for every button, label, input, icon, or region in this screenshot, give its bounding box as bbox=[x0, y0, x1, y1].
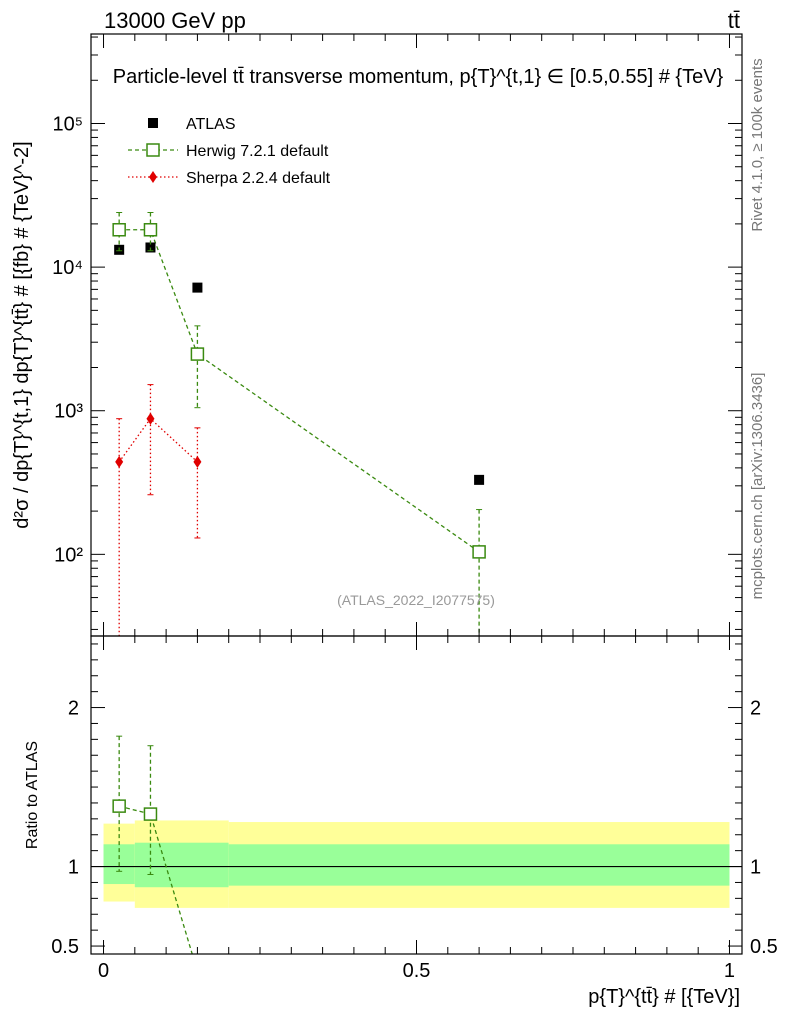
ratio-ytick-label-right: 2 bbox=[750, 698, 761, 720]
ratio-herwig-point bbox=[143, 807, 158, 821]
ratio-series-layer bbox=[112, 735, 193, 954]
legend: ATLAS Herwig 7.2.1 default Sherpa 2.2.4 … bbox=[128, 116, 331, 187]
legend-herwig-label: Herwig 7.2.1 default bbox=[186, 143, 329, 160]
ratio-ytick-label-right: 0.5 bbox=[750, 936, 778, 958]
main-ytick-label: 10³ bbox=[54, 401, 83, 423]
atlas-point bbox=[474, 474, 485, 485]
main-series-layer bbox=[112, 212, 486, 636]
header-right: tt̄ bbox=[728, 8, 740, 33]
legend-herwig-marker bbox=[146, 143, 160, 157]
ratio-ylabel: Ratio to ATLAS bbox=[24, 741, 41, 849]
herwig-point bbox=[112, 223, 126, 237]
chart-title: Particle-level tt̄ transverse momentum, … bbox=[113, 66, 724, 88]
ratio-band-inner bbox=[228, 844, 730, 886]
analysis-watermark: (ATLAS_2022_I2077575) bbox=[337, 592, 495, 608]
ratio-xtick-label: 0.5 bbox=[403, 960, 431, 982]
ratio-axes-layer: 0.5 0.5 1 1 2 2 0 0.5 1 bbox=[51, 636, 778, 982]
main-ytick-label: 10² bbox=[54, 544, 83, 566]
herwig-point bbox=[143, 223, 158, 237]
ratio-bands-layer bbox=[91, 820, 742, 908]
main-ylabel: d²σ / dp{T}^{t,1} dp{T}^{tt̄} # [{fb} # … bbox=[11, 141, 33, 528]
mcplots-label: mcplots.cern.ch [arXiv:1306.3436] bbox=[749, 373, 766, 600]
ratio-xtick-label: 0 bbox=[98, 960, 109, 982]
ratio-xlabel: p{T}^{tt̄} # [{TeV}] bbox=[588, 986, 740, 1008]
legend-sherpa-label: Sherpa 2.2.4 default bbox=[186, 170, 331, 187]
main-ytick-label: 10⁵ bbox=[52, 114, 83, 136]
legend-atlas-marker bbox=[148, 118, 158, 128]
rivet-label: Rivet 4.1.0, ≥ 100k events bbox=[749, 58, 766, 231]
atlas-point bbox=[145, 242, 156, 253]
legend-atlas-label: ATLAS bbox=[186, 116, 236, 133]
ratio-ytick-label-left: 2 bbox=[68, 698, 79, 720]
herwig-point bbox=[472, 545, 486, 559]
main-axes-layer: 10² 10³ 10⁴ 10⁵ bbox=[52, 34, 742, 636]
sherpa-point bbox=[115, 455, 124, 468]
ratio-herwig-line bbox=[119, 805, 193, 954]
ratio-ytick-label-left: 1 bbox=[68, 857, 79, 879]
legend-sherpa-marker bbox=[149, 171, 157, 183]
header-left: 13000 GeV pp bbox=[104, 8, 246, 33]
herwig-point bbox=[190, 347, 205, 361]
main-ytick-label: 10⁴ bbox=[52, 257, 83, 279]
ratio-band-inner bbox=[134, 842, 229, 888]
sherpa-point bbox=[146, 412, 155, 425]
sherpa-point bbox=[193, 455, 202, 468]
ratio-ytick-label-left: 0.5 bbox=[51, 936, 79, 958]
sherpa-line bbox=[118, 417, 198, 463]
ratio-xtick-label: 1 bbox=[724, 960, 735, 982]
herwig-line bbox=[119, 229, 480, 553]
ratio-herwig-point bbox=[112, 799, 126, 813]
atlas-point bbox=[192, 282, 203, 293]
ratio-ytick-label-right: 1 bbox=[750, 857, 761, 879]
